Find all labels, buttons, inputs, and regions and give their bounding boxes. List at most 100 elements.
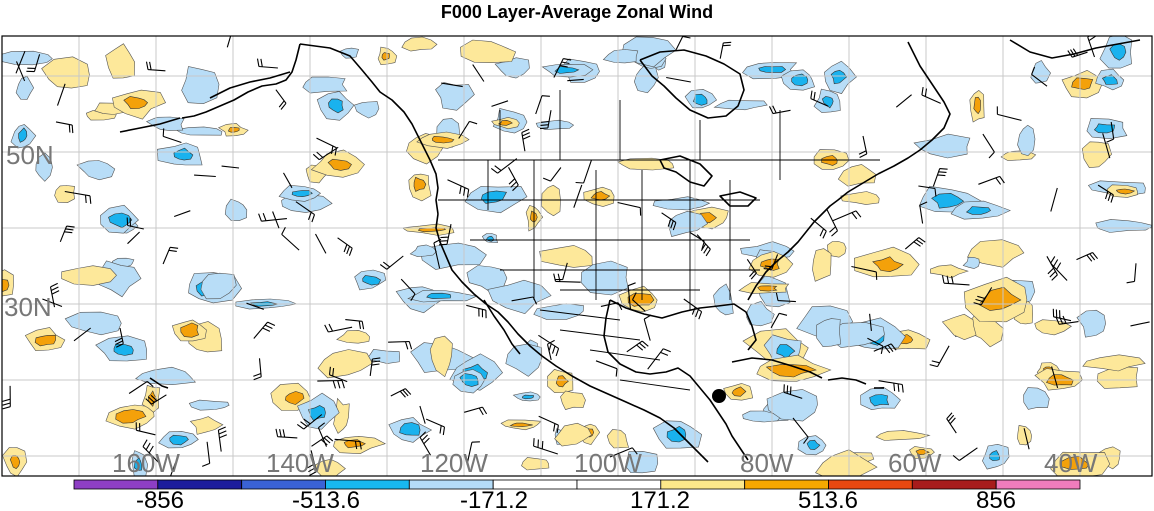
wind-barb-icon xyxy=(775,292,796,303)
wind-barb-icon xyxy=(194,174,216,178)
wind-barb-icon xyxy=(746,258,757,280)
wind-barb-icon xyxy=(1130,321,1150,327)
wind-barb-icon xyxy=(345,319,365,330)
wind-barb-icon xyxy=(783,384,803,399)
lon-label-140w: 140W xyxy=(266,448,334,478)
wind-barb-icon xyxy=(918,185,937,197)
wind-barb-icon xyxy=(114,327,124,348)
wind-barb-icon xyxy=(15,61,26,82)
wind-barb-icon xyxy=(763,254,779,271)
wind-barb-icon xyxy=(441,82,463,88)
wind-barb-icon xyxy=(826,208,838,237)
wind-barb-icon xyxy=(126,217,144,230)
wind-barb-icon xyxy=(253,358,262,381)
wind-barb-icon xyxy=(978,175,1005,185)
wind-barb-icon xyxy=(869,313,872,331)
wind-barb-icon xyxy=(283,172,293,189)
wind-barb-icon xyxy=(539,110,552,130)
wind-barb-icon xyxy=(334,438,362,450)
wind-barb-icon xyxy=(466,304,487,319)
wind-barb-icon xyxy=(275,89,287,110)
wind-barb-icon xyxy=(533,438,558,455)
wind-barb-icon xyxy=(573,184,583,208)
wind-barb-icon xyxy=(554,262,568,281)
wind-barb-icon xyxy=(56,83,66,106)
wind-barb-icon xyxy=(295,201,316,223)
wind-barb-icon xyxy=(379,255,404,270)
coastlines xyxy=(119,39,1141,463)
wind-barb-icon xyxy=(419,431,431,456)
wind-barb-icon xyxy=(647,348,671,370)
wind-barb-icon xyxy=(941,275,970,286)
wind-barb-icon xyxy=(1126,263,1137,284)
wind-barb-icon xyxy=(307,450,317,476)
wind-barb-icon xyxy=(683,298,703,320)
lat-label-30n: 30N xyxy=(4,292,52,322)
wind-barb-icon xyxy=(145,394,167,405)
wind-barb-icon xyxy=(595,360,618,377)
wind-barb-icon xyxy=(324,323,353,333)
wind-barb-icon xyxy=(904,237,926,250)
wind-barb-icon xyxy=(490,158,518,174)
wind-barb-icon xyxy=(369,357,381,376)
wind-barb-icon xyxy=(1052,308,1072,322)
colorbar-label: -856 xyxy=(136,487,184,511)
wind-barb-icon xyxy=(626,340,649,353)
wind-barb-icon xyxy=(281,227,300,251)
lon-label-160w: 160W xyxy=(112,448,180,478)
wind-barb-icon xyxy=(400,278,416,301)
wind-barb-icon xyxy=(464,406,488,416)
wind-barb-icon xyxy=(973,287,993,306)
wind-barb-icon xyxy=(521,128,531,152)
wind-barb-icon xyxy=(858,135,868,158)
wind-barb-icon xyxy=(878,380,904,393)
map-frame xyxy=(1,35,1153,477)
lon-label-40w: 40W xyxy=(1044,448,1098,478)
wind-barb-icon xyxy=(553,273,581,283)
wind-barb-icon xyxy=(1055,315,1079,325)
wind-barb-icon xyxy=(542,167,562,182)
wind-barb-icon xyxy=(643,314,652,341)
wind-barb-icon xyxy=(275,428,298,439)
colorbar-label: 856 xyxy=(976,487,1016,511)
wind-barb-icon xyxy=(253,321,276,339)
wind-barb-icon xyxy=(1076,251,1099,262)
wind-barb-icon xyxy=(447,179,470,198)
lon-label-80w: 80W xyxy=(740,448,794,478)
wind-barb-icon xyxy=(246,302,264,310)
wind-barb-icon xyxy=(832,210,862,222)
wind-barb-icon xyxy=(996,106,1022,121)
wind-barb-icon xyxy=(491,100,509,107)
wind-barb-icon xyxy=(1106,121,1115,143)
wind-barb-icon xyxy=(317,379,345,389)
colorbar-swatch xyxy=(995,479,1081,490)
wind-barb-icon xyxy=(26,54,41,73)
wind-barb-icon xyxy=(952,447,978,461)
wind-barb-icon xyxy=(201,441,211,467)
wind-barb-icon xyxy=(932,168,948,187)
wind-barb-icon xyxy=(328,366,348,383)
wind-barb-icon xyxy=(49,282,60,308)
wind-barb-icon xyxy=(1046,256,1058,281)
wind-barb-icon xyxy=(538,415,559,434)
wind-barb-icon xyxy=(792,417,809,444)
wind-barb-icon xyxy=(162,128,182,144)
wind-barb-icon xyxy=(425,418,446,436)
wind-barb-icon xyxy=(472,64,485,82)
wind-barb-icon xyxy=(675,36,691,50)
wind-barb-icon xyxy=(1067,48,1088,58)
lat-lon-grid xyxy=(2,36,1152,476)
wind-barb-icon xyxy=(135,422,156,436)
wind-barb-icon xyxy=(174,210,191,218)
wind-barb-icon xyxy=(609,447,638,458)
wind-barb-icon xyxy=(128,380,154,394)
wind-barb-icon xyxy=(170,462,176,476)
lon-label-100w: 100W xyxy=(574,448,642,478)
wind-barb-icon xyxy=(419,405,426,424)
wind-barb-icon xyxy=(627,282,636,310)
wind-barb-icon xyxy=(221,165,240,169)
wind-shading xyxy=(2,36,1152,476)
wind-barb-icon xyxy=(296,414,323,430)
political-borders xyxy=(438,90,880,391)
wind-barb-icon xyxy=(538,334,560,357)
